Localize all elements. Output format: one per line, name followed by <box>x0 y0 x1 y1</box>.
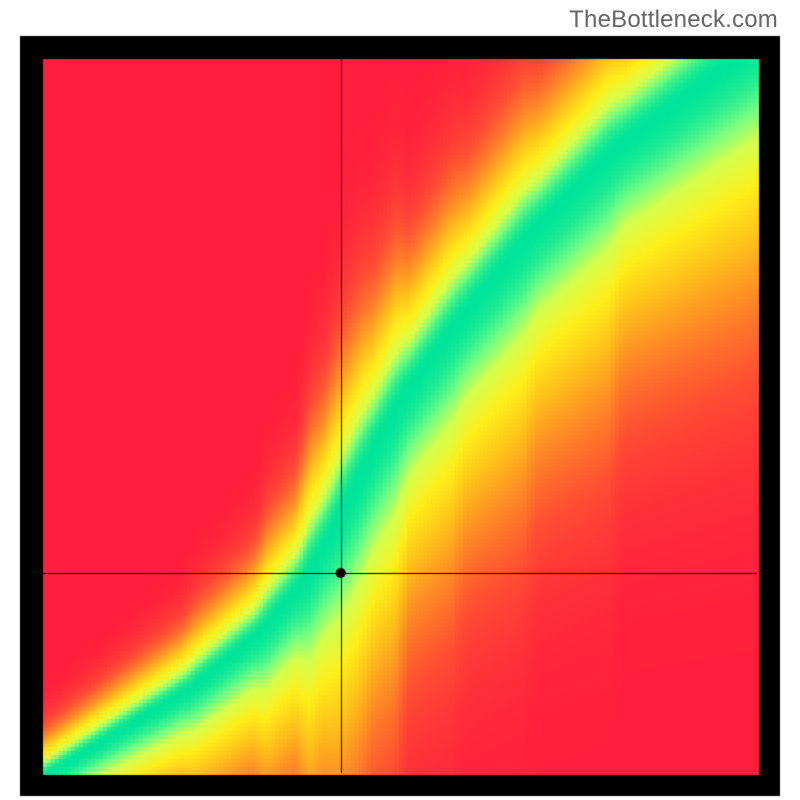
bottleneck-heatmap <box>0 0 800 800</box>
watermark-text: TheBottleneck.com <box>569 6 778 34</box>
chart-container: TheBottleneck.com <box>0 0 800 800</box>
